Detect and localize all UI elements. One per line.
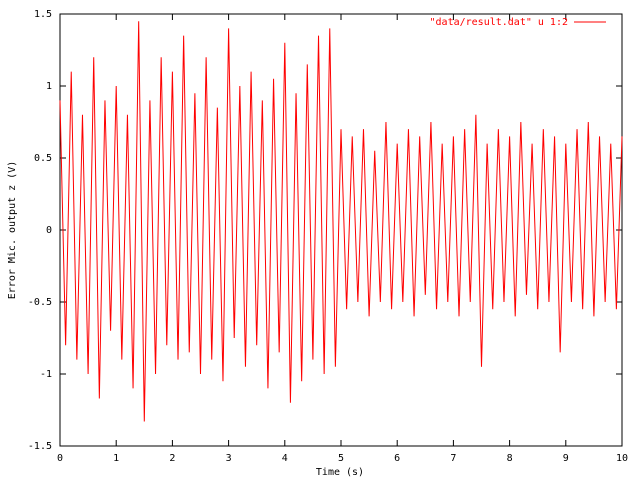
x-tick-label: 5 <box>338 453 344 464</box>
x-tick-label: 4 <box>282 453 288 464</box>
x-tick-label: 0 <box>57 453 63 464</box>
y-tick-label: 0 <box>46 225 52 236</box>
x-tick-label: 3 <box>226 453 232 464</box>
y-tick-label: -1.5 <box>28 441 52 452</box>
x-tick-label: 2 <box>169 453 175 464</box>
y-tick-label: 0.5 <box>34 153 52 164</box>
x-tick-label: 1 <box>113 453 119 464</box>
legend-label: "data/result.dat" u 1:2 <box>430 17 568 28</box>
x-tick-label: 6 <box>394 453 400 464</box>
x-tick-label: 7 <box>450 453 456 464</box>
y-axis-label: Error Mic. output z (V) <box>7 161 18 299</box>
x-axis-label: Time (s) <box>316 467 364 478</box>
y-tick-label: -1 <box>40 369 52 380</box>
y-tick-label: 1 <box>46 81 52 92</box>
y-tick-label: 1.5 <box>34 9 52 20</box>
plot-frame <box>59 13 623 447</box>
data-line <box>59 21 623 422</box>
x-tick-label: 8 <box>507 453 513 464</box>
x-tick-label: 9 <box>563 453 569 464</box>
x-tick-label: 10 <box>616 453 628 464</box>
y-tick-label: -0.5 <box>28 297 52 308</box>
